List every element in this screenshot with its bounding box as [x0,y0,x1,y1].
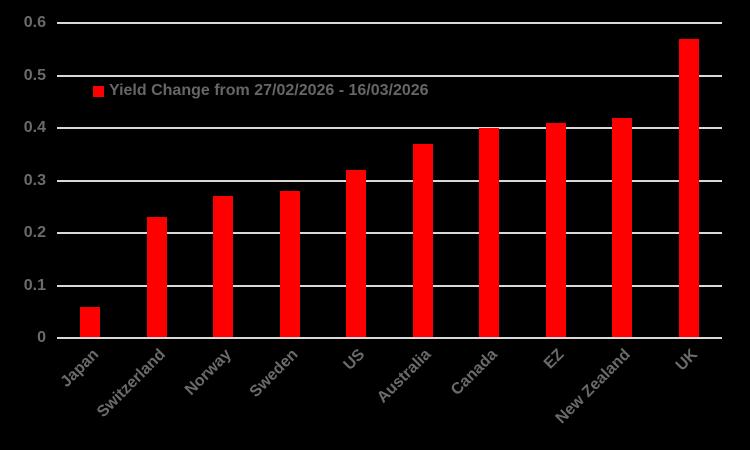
bar-us[interactable] [346,170,367,338]
x-axis-line [57,337,722,339]
gridline [57,22,722,24]
bars [57,23,722,338]
x-tick-label: UK [672,346,701,375]
y-tick-label: 0.1 [23,276,46,294]
y-tick-label: 0.2 [23,224,46,242]
plot-area [57,22,722,339]
x-label-slot: Australia [374,344,457,444]
gridline [57,284,722,287]
bar-australia[interactable] [412,143,433,338]
x-label-slot: New Zealand [553,344,656,444]
x-tick-label: Japan [57,346,103,391]
bar-norway[interactable] [213,196,234,338]
x-label-slot: Norway [182,344,257,444]
x-axis: Japan Switzerland Norway Sweden US Australia C… [57,344,722,444]
legend-label: Yield Change from 27/02/2026 - 16/03/202… [109,82,429,99]
bar-sweden[interactable] [279,191,300,338]
bar-slot [656,23,723,338]
x-tick-label: Norway [182,346,236,399]
y-tick-label: 0.3 [23,171,46,189]
bar-switzerland[interactable] [146,217,167,338]
legend-marker-icon [93,85,104,97]
x-label-slot: Sweden [247,344,324,444]
bar-slot [257,23,324,338]
bar-slot [589,23,656,338]
y-tick-label: 0.4 [23,119,46,137]
bar-slot [124,23,191,338]
bar-uk[interactable] [678,38,699,338]
bar-slot [190,23,257,338]
bar-ez[interactable] [545,122,566,338]
y-tick-label: 0.6 [23,14,46,31]
legend[interactable]: Yield Change from 27/02/2026 - 16/03/202… [93,82,429,100]
y-tick-label: 0 [37,329,46,346]
x-tick-label: US [340,346,369,374]
bar-slot [456,23,523,338]
gridline [57,74,722,77]
y-axis: 0 0.1 0.2 0.3 0.4 0.5 0.6 [0,14,46,346]
bar-new-zealand[interactable] [612,117,633,338]
x-tick-label: Canada [448,346,502,399]
bar-slot [390,23,457,338]
bar-japan[interactable] [80,306,101,338]
bar-slot [523,23,590,338]
y-tick-label: 0.5 [23,66,46,84]
gridline [57,232,722,235]
x-label-slot: Canada [448,344,523,444]
bar-slot [323,23,390,338]
x-label-slot: Switzerland [94,344,191,444]
gridline [57,179,722,182]
x-label-slot: UK [656,344,723,444]
bar-canada[interactable] [479,128,500,338]
x-tick-label: EZ [541,346,568,373]
bar-slot [57,23,124,338]
gridline [57,127,722,130]
